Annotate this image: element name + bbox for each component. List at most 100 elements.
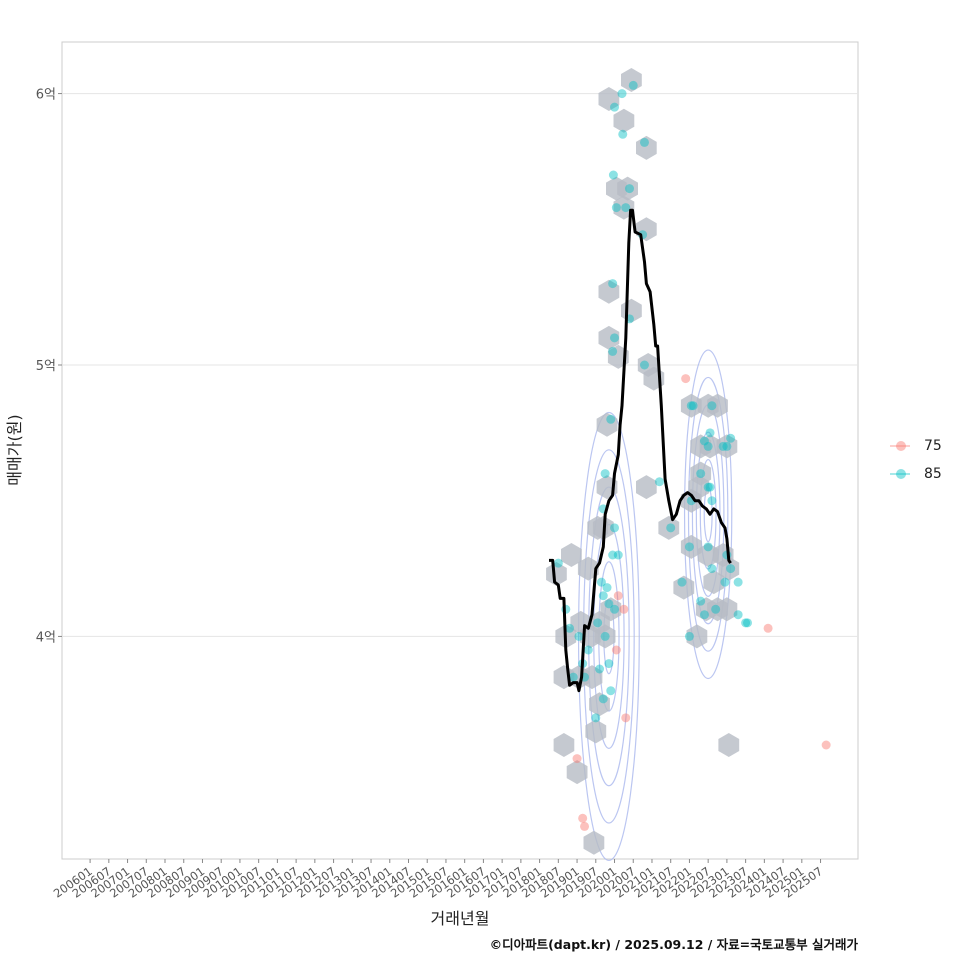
scatter-point-85 (703, 482, 713, 492)
scatter-point-85 (722, 441, 732, 451)
hex-bin (688, 475, 710, 500)
scatter-point-75 (572, 754, 582, 764)
scatter-point-85 (602, 583, 612, 593)
scatter-point-85 (684, 542, 694, 552)
scatter-point-85 (591, 713, 601, 723)
hex-bin (613, 108, 635, 133)
scatter-point-75 (681, 374, 691, 384)
scatter-point-85 (593, 618, 603, 628)
hex-bin (577, 556, 599, 581)
y-axis-ticks: 4억 5억 6억 (36, 88, 62, 645)
scatter-point-85 (707, 564, 717, 574)
hex-bin (600, 597, 622, 622)
scatter-point-85 (606, 686, 616, 696)
hex-bin (686, 624, 708, 649)
scatter-point-85 (611, 203, 621, 213)
hex-bin (581, 665, 603, 690)
scatter-point-85 (596, 577, 606, 587)
scatter-point-75 (821, 740, 831, 750)
scatter-point-85 (733, 610, 743, 620)
scatter-point-85 (703, 542, 713, 552)
hex-bin (680, 393, 702, 418)
hex-bin (546, 562, 567, 586)
scatter-point-85 (686, 401, 696, 411)
scatter-point-85 (741, 618, 751, 628)
scatter-point-85 (610, 333, 620, 343)
x-axis-ticks: 2006012006072007012007072008012008072009… (51, 859, 825, 901)
scatter-point-85 (684, 631, 694, 641)
scatter-point-75 (578, 813, 588, 823)
hex-bin (703, 570, 725, 595)
trend-line (549, 208, 732, 693)
scatter-point-85 (703, 441, 713, 451)
hex-bin (673, 575, 695, 600)
hex-bin (718, 733, 740, 757)
scatter-point-85 (598, 591, 608, 601)
scatter-point-85 (608, 170, 618, 180)
scatter-point-75 (611, 645, 621, 655)
scatter-point-85 (553, 558, 563, 568)
legend-key-75 (888, 436, 914, 456)
scatter-point-85 (598, 694, 608, 704)
scatter-point-85 (604, 599, 614, 609)
hex-bin (589, 692, 610, 717)
source-credit: ©디아파트(dapt.kr) / 2025.09.12 / 자료=국토교통부 실… (489, 937, 858, 952)
scatter-point-85 (699, 436, 709, 446)
scatter-point-75 (619, 604, 629, 614)
scatter-point-85 (654, 477, 664, 487)
scatter-point-75 (580, 821, 590, 831)
hex-bin (707, 393, 728, 418)
hex-bin (617, 176, 638, 201)
contour-ring (687, 376, 729, 652)
scatter-point-85 (613, 550, 623, 560)
scatter-point-75 (621, 713, 631, 723)
hex-bin (561, 543, 582, 567)
hex-bin (680, 534, 702, 559)
legend-key-85 (888, 464, 914, 484)
scatter-point-85 (720, 577, 730, 587)
scatter-point-85 (677, 577, 687, 587)
legend: 75 85 (888, 432, 942, 488)
scatter-point-85 (608, 346, 618, 356)
gridlines (62, 93, 858, 637)
scatter-point-85 (583, 645, 593, 655)
scatter-point-85 (733, 577, 743, 587)
y-axis-label: 매매가(원) (5, 414, 24, 485)
scatter-point-85 (595, 664, 605, 674)
hex-bin (583, 830, 605, 855)
scatter-point-85 (666, 523, 676, 533)
hex-bin (598, 87, 620, 111)
scatter-point-85 (610, 523, 620, 533)
contour-ring (699, 458, 717, 570)
hex-bin (621, 68, 642, 92)
hex-bin (553, 733, 575, 757)
hex-bin (707, 597, 728, 622)
scatter-point-85 (718, 441, 728, 451)
scatter-point-85 (705, 428, 715, 438)
scatter-point-85 (625, 184, 635, 194)
scatter-point-85 (565, 623, 575, 633)
scatter-point-85 (639, 360, 649, 370)
scatter-point-85 (705, 482, 715, 492)
hex-bin (636, 135, 657, 160)
scatter-point-85 (621, 203, 631, 213)
scatter-point-85 (618, 129, 628, 139)
scatter-point-85 (600, 631, 610, 641)
hex-bin (585, 719, 607, 744)
legend-item-85: 85 (888, 460, 942, 488)
y-tick-label: 6억 (36, 88, 56, 103)
hex-bin (596, 412, 618, 437)
scatter-point-85 (628, 80, 638, 90)
scatter-point-85 (608, 550, 618, 560)
density-contours (577, 349, 733, 861)
scatter-point-85 (726, 564, 736, 574)
x-axis-label: 거래년월 (431, 909, 490, 928)
hex-bin (636, 475, 657, 500)
y-tick-label: 5억 (36, 359, 56, 374)
hex-bin (566, 760, 588, 785)
hex-bin (598, 325, 620, 350)
scatter-point-85 (604, 659, 614, 669)
scatter-point-85 (639, 137, 649, 147)
scatter-point-85 (696, 469, 706, 479)
